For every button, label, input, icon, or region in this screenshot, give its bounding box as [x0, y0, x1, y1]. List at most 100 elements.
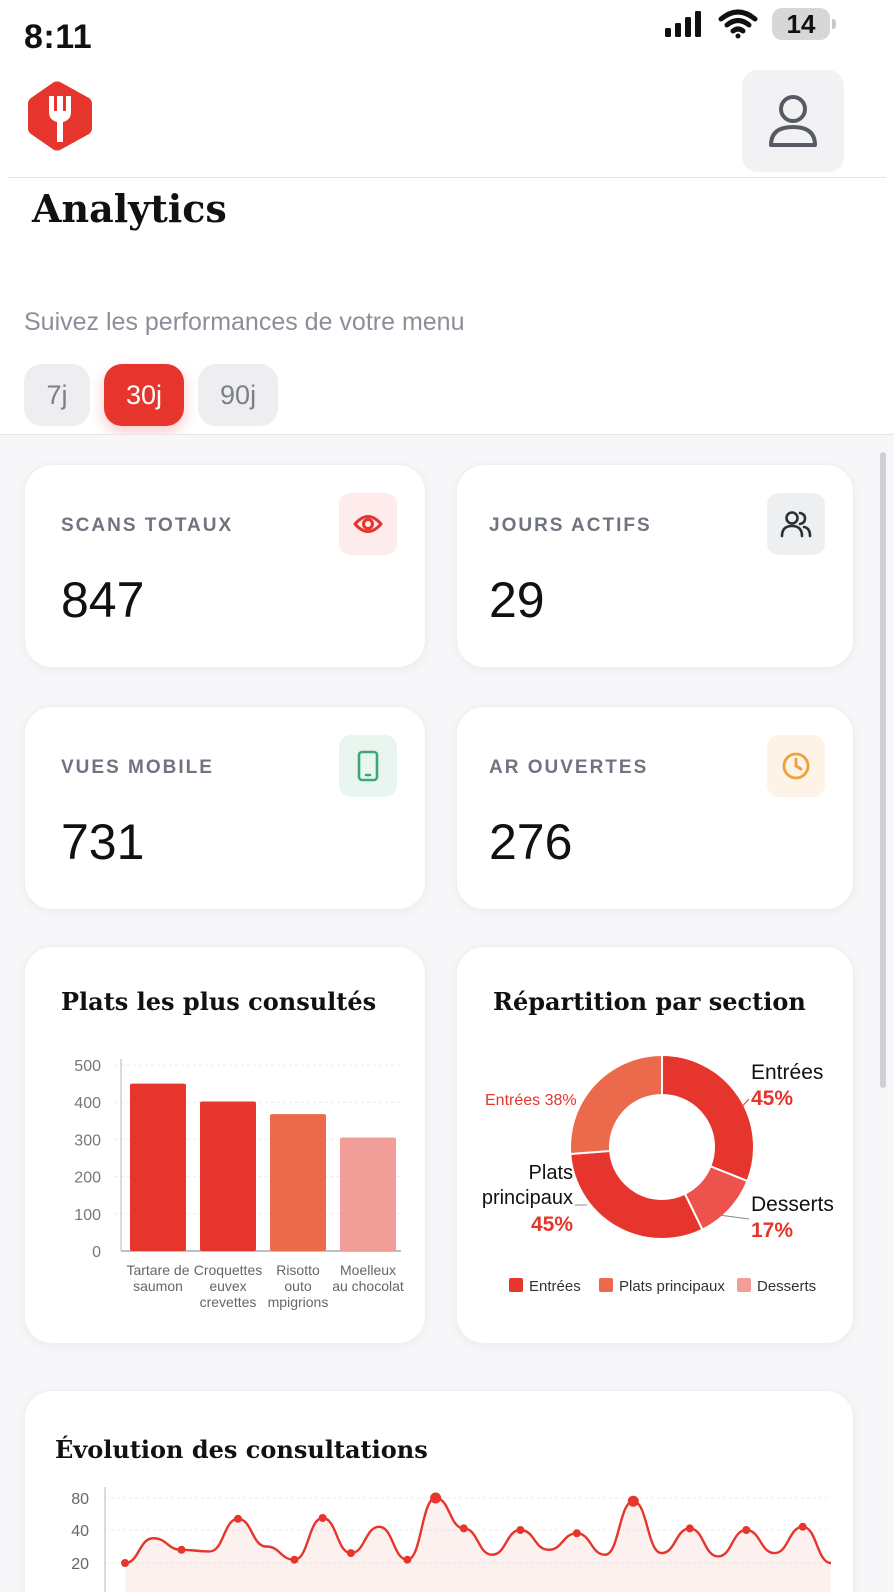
smartphone-icon	[357, 750, 379, 782]
slice-label: principaux	[482, 1187, 573, 1209]
chart-card-repartition-section: Répartition par section Entrées 45% Desser…	[456, 946, 854, 1344]
y-tick-label: 0	[92, 1244, 101, 1261]
y-tick-label: 100	[74, 1207, 101, 1224]
stat-value: 29	[489, 572, 545, 628]
line-point	[121, 1559, 129, 1567]
slice-label: Entrées	[751, 1061, 823, 1084]
status-bar: 8:11 14	[0, 0, 894, 62]
leader-line	[736, 1098, 750, 1113]
stat-value: 847	[61, 572, 145, 628]
y-tick-label: 300	[74, 1132, 101, 1149]
battery-indicator: 14	[772, 8, 836, 40]
x-tick-label: Risotto	[276, 1262, 320, 1278]
y-tick-label: 20	[71, 1556, 89, 1573]
y-tick-label: 500	[74, 1058, 101, 1075]
donut-slice	[569, 1149, 704, 1240]
chart-title: Évolution des consultations	[55, 1435, 428, 1464]
line-series	[124, 1496, 832, 1565]
line-point	[233, 1514, 242, 1523]
line-point	[627, 1495, 639, 1507]
line-point	[346, 1549, 355, 1558]
line-point	[177, 1545, 186, 1554]
stat-card-ar-ouvertes: AR OUVERTES 276	[456, 706, 854, 910]
stat-icon-box	[339, 735, 397, 797]
chart-card-evolution-consultations: Évolution des consultations 20 40 80	[24, 1390, 854, 1592]
bar	[130, 1083, 186, 1251]
legend-swatch	[599, 1278, 613, 1292]
chart-title: Répartition par section	[493, 987, 806, 1016]
clock-icon	[782, 752, 810, 780]
stat-card-jours-actifs: JOURS ACTIFS 29	[456, 464, 854, 668]
stat-value: 731	[61, 814, 145, 870]
slice-label: Desserts	[751, 1193, 834, 1216]
line-point	[459, 1524, 468, 1533]
fork-hexagon-logo-icon[interactable]	[26, 80, 94, 152]
slice-label-pct: 45%	[531, 1213, 573, 1236]
line-area	[125, 1498, 831, 1592]
stat-icon-box	[767, 493, 825, 555]
legend-label: Entrées	[529, 1278, 581, 1295]
x-tick-label: euvex	[209, 1278, 246, 1294]
line-point	[685, 1524, 694, 1533]
slice-label: Plats	[529, 1162, 573, 1184]
x-tick-label: Croquettes	[194, 1262, 262, 1278]
x-tick-label: crevettes	[200, 1294, 257, 1310]
slice-label-pct: 45%	[751, 1087, 793, 1110]
period-tab-30j[interactable]: 30j	[104, 364, 185, 426]
bar	[200, 1101, 256, 1251]
stat-card-vues-mobile: VUES MOBILE 731	[24, 706, 426, 910]
scrollbar[interactable]	[880, 452, 886, 1088]
x-tick-label: au chocolat	[332, 1278, 404, 1294]
legend-swatch	[509, 1278, 523, 1292]
stat-card-scans-totaux: SCANS TOTAUX 847	[24, 464, 426, 668]
page-subtitle: Suivez les performances de votre menu	[24, 308, 465, 336]
slice-label-pct: 17%	[751, 1219, 793, 1242]
legend-label: Desserts	[757, 1278, 816, 1295]
period-tab-7j[interactable]: 7j	[24, 364, 90, 426]
status-icons: 14	[664, 8, 836, 40]
stat-label: JOURS ACTIFS	[489, 515, 652, 536]
user-icon	[769, 95, 817, 147]
y-tick-label: 40	[71, 1523, 89, 1540]
stat-label: SCANS TOTAUX	[61, 515, 234, 536]
line-point	[572, 1529, 581, 1538]
line-point	[742, 1526, 751, 1534]
x-tick-label: saumon	[133, 1278, 183, 1294]
legend-swatch	[737, 1278, 751, 1292]
leader-line	[718, 1214, 750, 1220]
stat-value: 276	[489, 814, 573, 870]
chart-card-plats-consultes: Plats les plus consultés 0 100 200 300 400 50…	[24, 946, 426, 1344]
y-tick-label: 400	[74, 1095, 101, 1112]
donut-chart: Entrées 45% Desserts 17% Plats principaux 45% E…	[482, 1053, 834, 1295]
period-tabs: 7j 30j 90j	[24, 364, 279, 426]
app-header	[8, 64, 886, 178]
y-tick-label: 80	[71, 1491, 89, 1508]
line-point	[798, 1522, 807, 1531]
line-point	[318, 1514, 327, 1522]
x-tick-label: outo	[284, 1278, 311, 1294]
wifi-icon	[718, 9, 758, 39]
x-tick-label: mpigrions	[268, 1294, 329, 1310]
x-tick-label: Tartare de	[126, 1262, 189, 1278]
donut-slice	[569, 1053, 663, 1156]
bar	[270, 1114, 326, 1251]
slice-label: Entrées 38%	[485, 1092, 577, 1109]
x-tick-label: Moelleux	[340, 1262, 396, 1278]
y-tick-label: 200	[74, 1170, 101, 1187]
stat-icon-box	[339, 493, 397, 555]
line-chart: 20 40 80	[71, 1487, 832, 1592]
line-point	[290, 1555, 299, 1564]
stat-label: VUES MOBILE	[61, 757, 214, 778]
status-time: 8:11	[24, 18, 93, 56]
line-point	[403, 1555, 412, 1564]
chart-title: Plats les plus consultés	[61, 987, 377, 1016]
stat-label: AR OUVERTES	[489, 757, 649, 778]
cellular-signal-icon	[665, 11, 701, 37]
eye-icon	[353, 515, 383, 533]
profile-button[interactable]	[742, 70, 844, 172]
donut-slice	[661, 1053, 755, 1183]
line-point	[516, 1526, 525, 1534]
period-tab-90j[interactable]: 90j	[198, 364, 279, 426]
line-point	[430, 1492, 442, 1504]
